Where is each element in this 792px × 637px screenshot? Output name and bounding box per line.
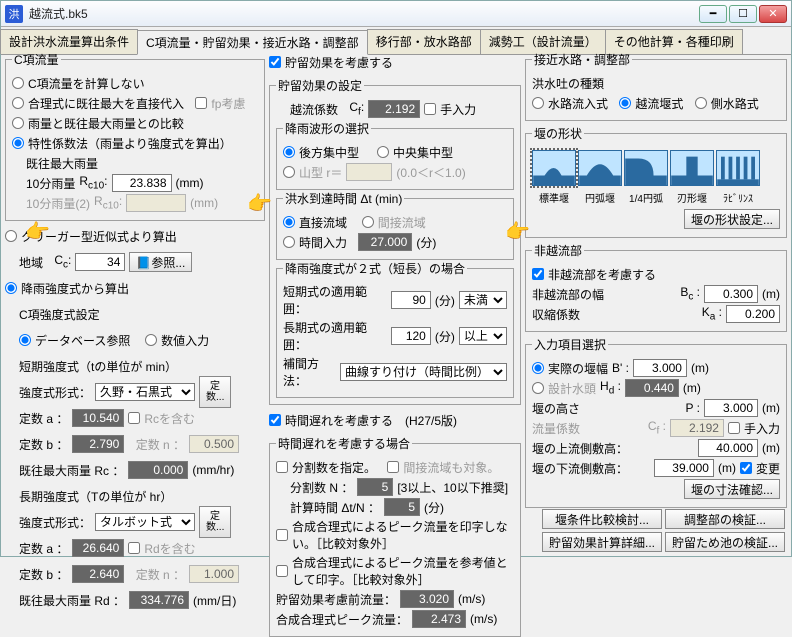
bc-input[interactable] xyxy=(704,285,758,303)
dt-input[interactable] xyxy=(384,498,420,516)
interp-select[interactable]: 曲線すり付け（時間比例） xyxy=(340,363,507,381)
const-a[interactable] xyxy=(72,409,124,427)
group-c-flow: C項流量 C項流量を計算しない 合理式に既往最大を直接代入 fp考慮 雨量と既往… xyxy=(5,51,265,221)
adj-opt-1[interactable] xyxy=(619,97,631,109)
shape-2[interactable] xyxy=(624,150,668,186)
maximize-button[interactable]: ☐ xyxy=(729,5,757,23)
group-waveform: 降雨波形の選択 後方集中型 中央集中型 山型 r＝(0.0＜r＜1.0) xyxy=(276,120,514,190)
rc-include[interactable] xyxy=(128,412,140,424)
upstream-input[interactable] xyxy=(698,439,758,457)
shape-0[interactable] xyxy=(532,150,576,186)
group-adj: 接近水路・調整部 洪水吐の種類 水路流入式 越流堰式 側水路式 xyxy=(525,51,787,121)
inp-opt-0[interactable] xyxy=(532,362,544,374)
const-n2 xyxy=(189,565,239,583)
const-b2[interactable] xyxy=(72,565,124,583)
short-range[interactable] xyxy=(391,291,431,309)
peak-input[interactable] xyxy=(412,610,466,628)
wave-opt-2[interactable] xyxy=(283,166,295,178)
shape-settings-btn[interactable]: 堰の形状設定... xyxy=(684,209,780,229)
fp-check[interactable] xyxy=(195,97,207,109)
rd-input[interactable] xyxy=(129,591,189,609)
adj-opt-2[interactable] xyxy=(695,97,707,109)
delay-check[interactable] xyxy=(269,414,281,426)
cflow-opt-3[interactable] xyxy=(12,137,24,149)
const-a2[interactable] xyxy=(72,539,124,557)
div-check[interactable] xyxy=(276,461,288,473)
group-arrival: 洪水到達時間 Δt (min) 直接流域 間接流域 時間入力 (分) xyxy=(276,190,514,260)
rc10-2-input xyxy=(126,194,186,212)
arr-opt-1[interactable] xyxy=(362,216,374,228)
bprime-input[interactable] xyxy=(633,359,687,377)
db-ref-radio[interactable] xyxy=(19,334,31,346)
indirect-check[interactable] xyxy=(387,461,399,473)
print2-check[interactable] xyxy=(276,565,288,577)
ref-button[interactable]: 📘参照... xyxy=(129,252,192,272)
nov-check[interactable] xyxy=(532,268,544,280)
app-icon: 洪 xyxy=(5,5,23,23)
long-range-sel[interactable]: 以上 xyxy=(459,327,507,345)
close-button[interactable]: ✕ xyxy=(759,5,787,23)
arr-opt-2[interactable] xyxy=(283,236,295,248)
calc-btn-2[interactable]: 定 数... xyxy=(199,506,231,538)
group-title: 貯留効果の設定 xyxy=(276,77,364,94)
downstream-input[interactable] xyxy=(654,459,714,477)
p-input[interactable] xyxy=(704,399,758,417)
const-b[interactable] xyxy=(72,435,124,453)
adj-verify-btn[interactable]: 調整部の検証... xyxy=(665,509,785,529)
calc-btn-1[interactable]: 定 数... xyxy=(199,376,231,408)
storage-detail-btn[interactable]: 貯留効果計算詳細... xyxy=(542,532,662,552)
dim-confirm-btn[interactable]: 堰の寸法確認... xyxy=(684,479,780,499)
hd-input[interactable] xyxy=(625,379,679,397)
rc-input[interactable] xyxy=(128,461,188,479)
rc10-1-input[interactable] xyxy=(112,174,172,192)
shape-3[interactable] xyxy=(670,150,714,186)
cflow-opt-0[interactable] xyxy=(12,77,24,89)
storage-check[interactable] xyxy=(269,56,281,68)
print1-check[interactable] xyxy=(276,529,288,541)
creager-radio[interactable] xyxy=(5,230,17,242)
num-input-radio[interactable] xyxy=(145,334,157,346)
wave-opt-1[interactable] xyxy=(377,146,389,158)
group-title: C項流量 xyxy=(12,51,61,68)
cf2-input xyxy=(670,419,724,437)
before-input[interactable] xyxy=(400,590,454,608)
cc-input[interactable] xyxy=(75,253,125,271)
rain-intensity-radio[interactable] xyxy=(5,282,17,294)
r-input xyxy=(346,163,392,181)
cflow-opt-1[interactable] xyxy=(12,97,24,109)
window-title: 越流式.bk5 xyxy=(29,5,699,22)
manual-check[interactable] xyxy=(424,103,436,115)
divn-input[interactable] xyxy=(357,478,393,496)
change-check[interactable] xyxy=(740,462,752,474)
group-input-sel: 入力項目選択 実際の堰幅B' :(m) 設計水頭Hd :(m) 堰の高さP :(… xyxy=(525,336,787,508)
pond-verify-btn[interactable]: 貯留ため池の検証... xyxy=(665,532,785,552)
long-form-select[interactable]: タルボット式 xyxy=(95,513,195,531)
group-nonoverflow: 非越流部 非越流部を考慮する 非越流部の幅Bc :(m) 収縮係数Ka : xyxy=(525,242,787,332)
group-storage: 貯留効果の設定 越流係数 Cf:手入力 降雨波形の選択 後方集中型 中央集中型 … xyxy=(269,77,521,405)
manual2-check[interactable] xyxy=(728,422,740,434)
rd-include[interactable] xyxy=(128,542,140,554)
cf-input[interactable] xyxy=(368,100,420,118)
wave-opt-0[interactable] xyxy=(283,146,295,158)
group-shape: 堰の形状 標準堰 円弧堰 1/4円弧 刃形堰 ﾗﾋﾞﾘﾝｽ 堰の形状設定... xyxy=(525,125,787,238)
minimize-button[interactable]: ━ xyxy=(699,5,727,23)
arr-opt-0[interactable] xyxy=(283,216,295,228)
shape-1[interactable] xyxy=(578,150,622,186)
const-n xyxy=(189,435,239,453)
cflow-opt-2[interactable] xyxy=(12,117,24,129)
long-range[interactable] xyxy=(391,327,431,345)
arrival-time[interactable] xyxy=(358,233,412,251)
short-form-select[interactable]: 久野・石黒式 xyxy=(95,383,195,401)
adj-opt-0[interactable] xyxy=(532,97,544,109)
short-range-sel[interactable]: 未満 xyxy=(459,291,507,309)
cond-compare-btn[interactable]: 堰条件比較検討... xyxy=(542,509,662,529)
group-delay: 時間遅れを考慮する場合 分割数を指定。 間接流域も対象。 分割数 N ：[3以上… xyxy=(269,435,521,637)
ka-input[interactable] xyxy=(726,305,780,323)
shape-4[interactable] xyxy=(716,150,760,186)
group-2formula: 降雨強度式が２式（短長）の場合 短期式の適用範囲：(分)未満 長期式の適用範囲：… xyxy=(276,260,514,398)
inp-opt-1[interactable] xyxy=(532,382,544,394)
